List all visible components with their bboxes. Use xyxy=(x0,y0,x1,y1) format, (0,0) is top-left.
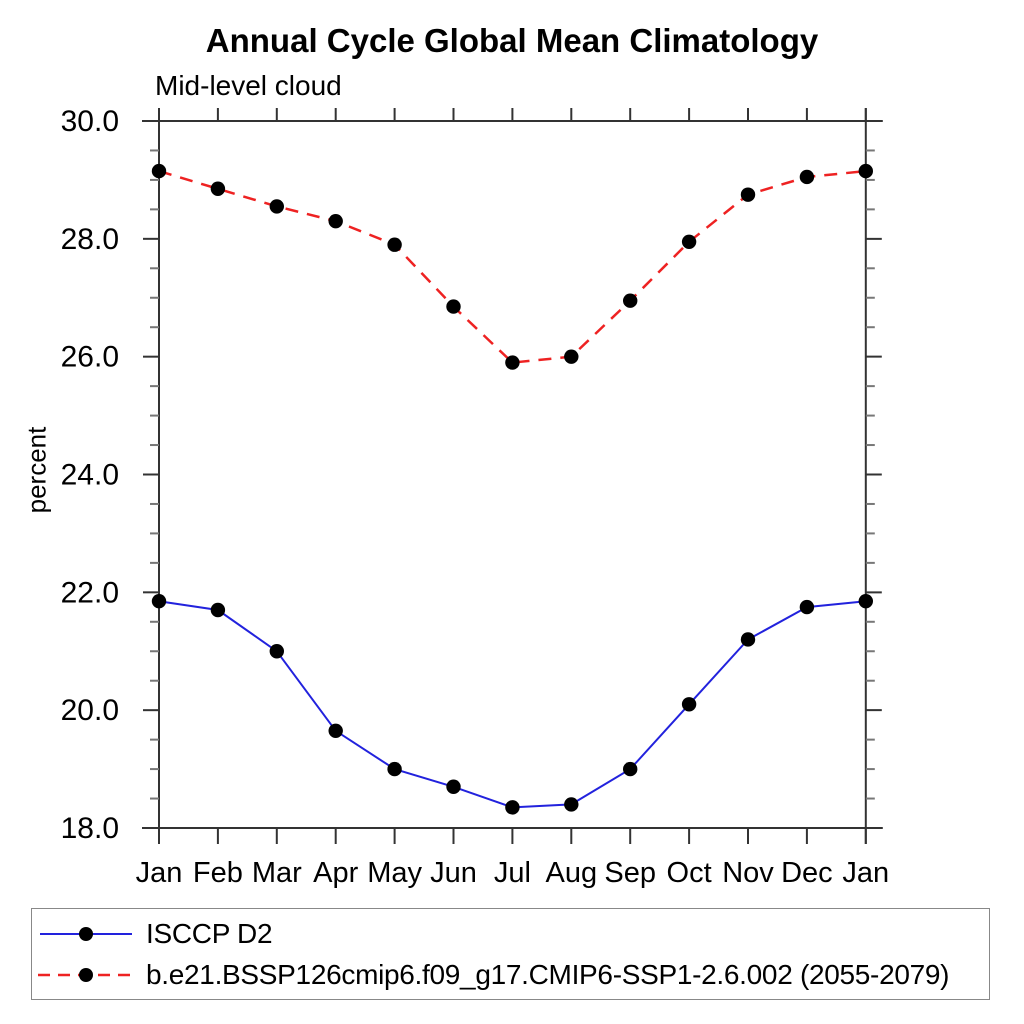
x-tick-label: Nov xyxy=(722,857,774,889)
data-point-marker xyxy=(79,926,93,941)
x-tick-label: Apr xyxy=(313,857,358,889)
y-tick-label: 28.0 xyxy=(61,223,119,256)
data-point xyxy=(740,632,756,647)
y-tick-label: 24.0 xyxy=(61,459,119,492)
data-point xyxy=(505,355,520,370)
x-tick-label: Oct xyxy=(667,857,712,889)
y-tick-label: 22.0 xyxy=(61,576,119,609)
x-tick-label: May xyxy=(367,857,422,889)
data-point xyxy=(858,163,873,179)
x-tick-label: Jan xyxy=(842,857,889,889)
x-tick-label: Mar xyxy=(252,857,302,889)
data-point xyxy=(858,593,873,609)
data-point xyxy=(446,299,461,314)
y-tick-label: 18.0 xyxy=(61,812,119,845)
data-point xyxy=(799,169,815,185)
data-point xyxy=(269,644,284,659)
legend-item: b.e21.BSSP126cmip6.f09_g17.CMIP6-SSP1-2.… xyxy=(36,958,989,992)
data-point xyxy=(623,761,638,777)
data-point xyxy=(151,163,167,179)
y-tick-label: 26.0 xyxy=(61,341,119,374)
data-point xyxy=(564,349,579,364)
data-point-marker xyxy=(79,967,93,982)
x-tick-label: Aug xyxy=(545,857,597,889)
legend-item: ISCCP D2 xyxy=(36,917,989,951)
x-tick-label: Jan xyxy=(136,857,183,889)
x-tick-label: Sep xyxy=(604,857,656,889)
legend-line-sample-dashed xyxy=(38,967,134,982)
data-point xyxy=(505,800,520,815)
data-point xyxy=(210,181,226,196)
legend-label: b.e21.BSSP126cmip6.f09_g17.CMIP6-SSP1-2.… xyxy=(146,958,950,990)
series-line-0 xyxy=(158,600,866,809)
y-tick-label: 20.0 xyxy=(61,694,119,727)
data-point xyxy=(387,237,402,252)
data-point xyxy=(446,779,461,794)
data-point xyxy=(387,761,402,777)
legend-label: ISCCP D2 xyxy=(146,917,273,949)
data-point xyxy=(328,723,343,738)
data-point xyxy=(210,602,226,618)
data-point xyxy=(328,213,343,229)
series-line-1 xyxy=(158,169,866,364)
data-point xyxy=(623,293,638,308)
legend: ISCCP D2 b.e21.BSSP126cmip6.f09_g17.CMIP… xyxy=(31,908,990,1000)
y-tick-label: 30.0 xyxy=(61,105,119,138)
x-tick-label: Jun xyxy=(430,857,477,889)
x-tick-label: Jul xyxy=(494,857,531,889)
data-point xyxy=(681,234,697,249)
data-point xyxy=(151,593,167,609)
data-point xyxy=(681,697,697,712)
legend-line-sample-solid xyxy=(40,926,132,941)
x-tick-label: Feb xyxy=(193,857,243,889)
data-point xyxy=(799,599,815,615)
chart-subtitle: Mid-level cloud xyxy=(155,70,342,101)
chart-title: Annual Cycle Global Mean Climatology xyxy=(205,22,819,59)
x-tick-label: Dec xyxy=(781,857,833,889)
data-point xyxy=(740,187,756,202)
data-point xyxy=(564,797,579,812)
data-point xyxy=(269,199,284,214)
